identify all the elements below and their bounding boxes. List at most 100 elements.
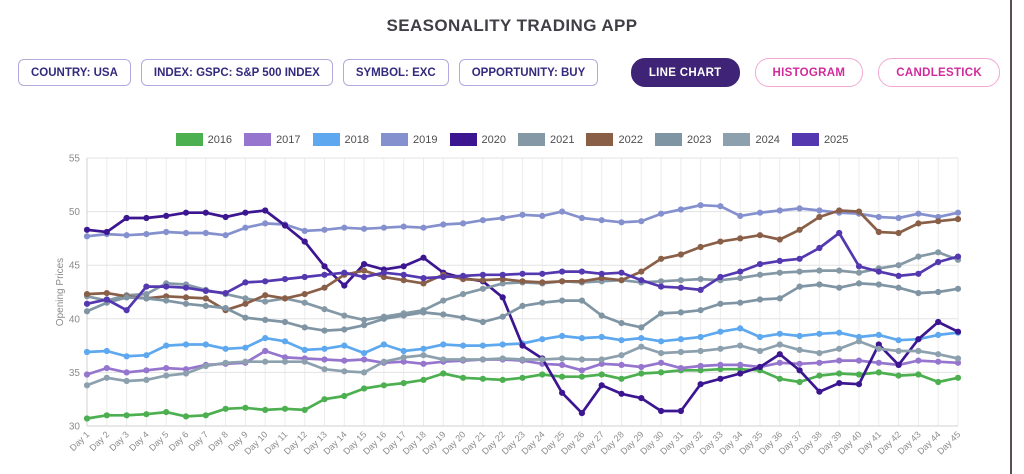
data-point-2023 — [954, 285, 962, 292]
data-point-2022 — [361, 267, 368, 274]
data-point-2020 — [717, 375, 724, 382]
filter-value-country: USA — [93, 67, 118, 79]
data-point-2024 — [400, 354, 407, 361]
data-point-2021 — [301, 299, 308, 306]
data-point-2022 — [559, 278, 566, 285]
data-point-2018 — [182, 341, 190, 348]
data-point-2024 — [737, 342, 744, 349]
data-point-2024 — [242, 358, 249, 365]
data-point-2018 — [559, 332, 566, 340]
data-point-2021 — [262, 298, 269, 305]
data-point-2017 — [677, 365, 685, 372]
data-point-2021 — [341, 312, 348, 319]
filter-chip-index[interactable]: INDEX: GSPC: S&P 500 INDEX — [140, 59, 333, 86]
data-point-2020 — [519, 342, 526, 349]
legend-label-2020: 2020 — [481, 133, 506, 146]
filter-bar: COUNTRY: USA INDEX: GSPC: S&P 500 INDEX SY… — [18, 59, 599, 86]
data-point-2024 — [935, 351, 942, 358]
legend-item-2016[interactable]: 2016 — [175, 133, 232, 146]
data-point-2022 — [895, 229, 902, 237]
filter-chip-symbol[interactable]: SYMBOL: EXC — [342, 59, 449, 86]
data-point-2018 — [222, 345, 229, 352]
data-point-2018 — [756, 333, 764, 341]
data-point-2018 — [578, 335, 586, 342]
data-point-2016 — [262, 406, 269, 413]
data-point-2017 — [182, 366, 190, 373]
data-point-2025 — [836, 229, 843, 237]
view-button-histogram[interactable]: HISTOGRAM — [754, 58, 864, 87]
svg-text:35: 35 — [69, 368, 81, 379]
filter-chip-country[interactable]: COUNTRY: USA — [18, 59, 131, 86]
series-2024 — [83, 338, 962, 389]
data-point-2024 — [499, 355, 506, 362]
data-point-2016 — [380, 382, 387, 389]
data-point-2016 — [796, 378, 803, 386]
data-point-2020 — [855, 381, 863, 388]
legend-item-2019[interactable]: 2019 — [381, 133, 438, 146]
data-point-2018 — [776, 330, 783, 337]
data-point-2016 — [222, 405, 229, 412]
legend-item-2021[interactable]: 2021 — [518, 133, 574, 146]
data-point-2022 — [301, 291, 308, 298]
svg-text:Day 1: Day 1 — [68, 429, 92, 453]
legend-label-2021: 2021 — [550, 133, 575, 146]
legend-item-2022[interactable]: 2022 — [586, 133, 643, 146]
view-button-line-chart[interactable]: LINE CHART — [630, 58, 740, 87]
legend-item-2020[interactable]: 2020 — [449, 133, 506, 146]
data-point-2019 — [83, 233, 91, 240]
data-point-2023 — [83, 308, 91, 315]
data-point-2021 — [915, 253, 922, 260]
data-point-2020 — [143, 214, 150, 222]
data-point-2017 — [321, 356, 328, 363]
filter-chip-opportunity[interactable]: OPPORTUNITY: BUY — [458, 59, 599, 86]
data-point-2025 — [420, 275, 427, 282]
data-point-2018 — [935, 331, 942, 338]
data-point-2022 — [578, 278, 586, 285]
data-point-2017 — [796, 360, 803, 367]
data-point-2019 — [202, 229, 209, 237]
data-point-2024 — [638, 343, 645, 350]
data-point-2016 — [717, 366, 724, 373]
data-point-2020 — [123, 214, 130, 222]
data-point-2018 — [697, 333, 704, 341]
data-point-2017 — [420, 360, 427, 367]
data-point-2024 — [578, 356, 586, 363]
data-point-2024 — [875, 345, 882, 352]
data-point-2019 — [559, 208, 566, 215]
data-point-2025 — [658, 283, 665, 290]
legend-item-2017[interactable]: 2017 — [244, 133, 301, 146]
data-point-2023 — [262, 316, 269, 323]
data-point-2020 — [697, 381, 704, 388]
data-point-2018 — [677, 336, 685, 343]
data-point-2018 — [83, 348, 91, 356]
data-point-2016 — [915, 371, 922, 378]
data-point-2017 — [361, 356, 368, 363]
data-point-2017 — [638, 363, 645, 371]
data-point-2024 — [816, 350, 823, 357]
data-point-2017 — [935, 358, 942, 365]
data-point-2023 — [737, 299, 744, 306]
legend-item-2024[interactable]: 2024 — [723, 133, 780, 146]
data-point-2025 — [618, 269, 625, 276]
data-point-2019 — [578, 214, 586, 222]
data-point-2025 — [361, 273, 368, 281]
data-point-2016 — [182, 413, 190, 420]
data-point-2022 — [400, 277, 407, 284]
data-point-2023 — [460, 314, 467, 321]
legend-item-2023[interactable]: 2023 — [654, 133, 711, 146]
data-point-2022 — [915, 220, 922, 227]
svg-text:Day 3: Day 3 — [107, 429, 131, 453]
legend-swatch-2018 — [312, 133, 340, 146]
data-point-2017 — [954, 359, 962, 366]
data-point-2021 — [361, 316, 368, 323]
legend-item-2018[interactable]: 2018 — [312, 133, 369, 146]
data-point-2017 — [400, 358, 407, 365]
data-point-2025 — [262, 278, 269, 285]
data-point-2022 — [103, 290, 110, 297]
data-point-2023 — [915, 290, 922, 297]
data-point-2022 — [380, 273, 387, 281]
legend-swatch-2024 — [723, 133, 751, 146]
legend-item-2025[interactable]: 2025 — [791, 133, 848, 146]
data-point-2024 — [361, 369, 368, 376]
view-button-candlestick[interactable]: CANDLESTICK — [878, 58, 1000, 87]
